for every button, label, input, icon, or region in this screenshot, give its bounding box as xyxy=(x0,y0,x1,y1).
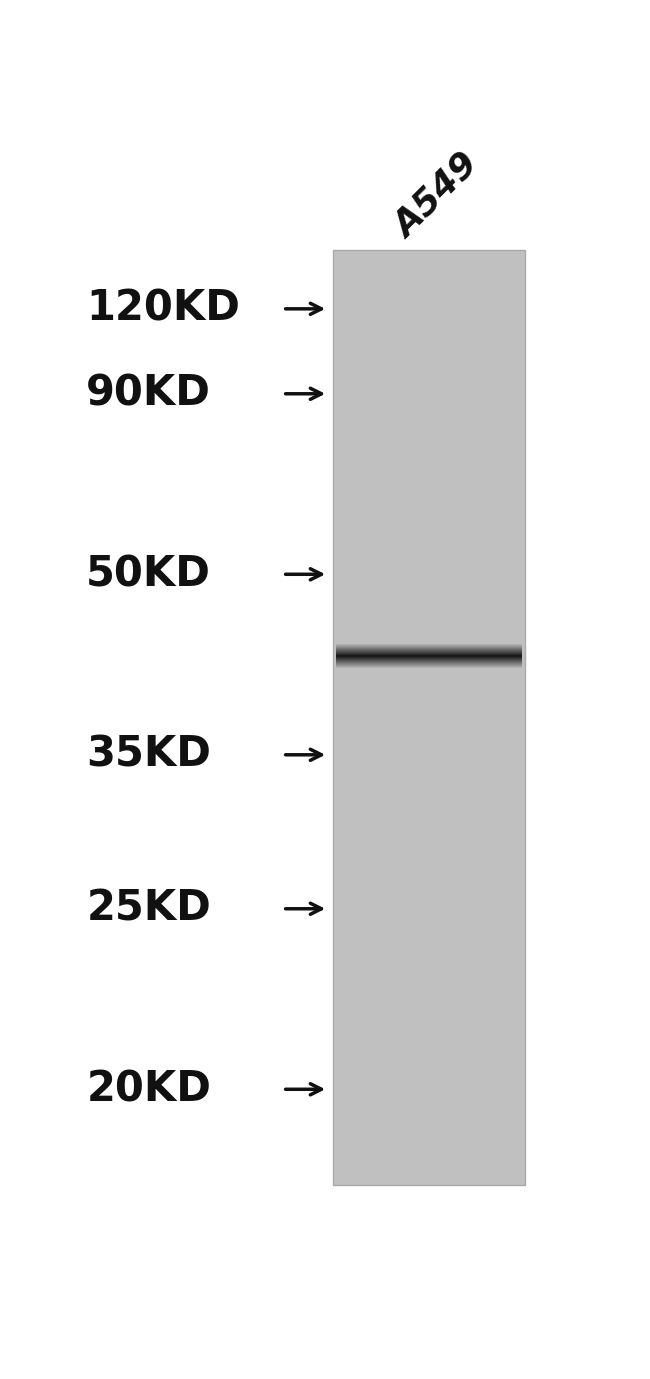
Text: 35KD: 35KD xyxy=(86,734,211,776)
Bar xyxy=(333,251,525,1185)
Text: 50KD: 50KD xyxy=(86,553,211,596)
Text: A549: A549 xyxy=(389,148,486,244)
Text: 25KD: 25KD xyxy=(86,888,211,929)
Text: 120KD: 120KD xyxy=(86,288,240,330)
Text: 90KD: 90KD xyxy=(86,372,211,415)
Text: 20KD: 20KD xyxy=(86,1069,211,1110)
